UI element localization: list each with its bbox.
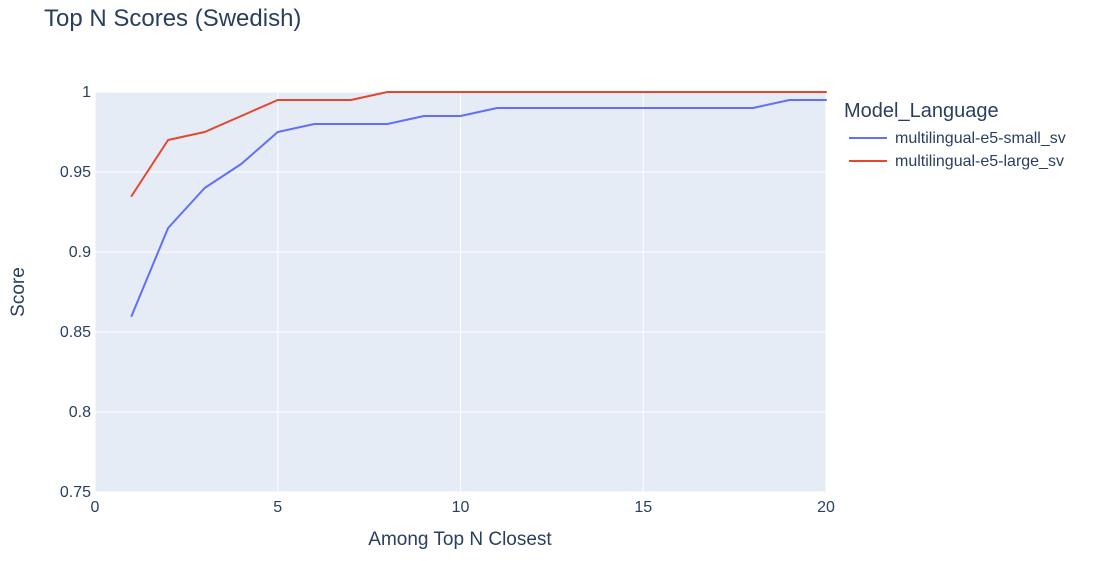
legend-item[interactable]: multilingual-e5-small_sv — [849, 130, 1066, 147]
x-tick-label: 10 — [452, 499, 470, 516]
legend-title: Model_Language — [844, 100, 999, 122]
series-line-1[interactable] — [130, 91, 827, 197]
y-axis-ticks: 0.75 0.8 0.85 0.9 0.95 1 — [60, 84, 91, 501]
y-tick-label: 0.8 — [69, 404, 91, 421]
y-axis-title: Score — [8, 267, 29, 317]
x-tick-label: 15 — [634, 499, 652, 516]
y-tick-label: 0.9 — [69, 244, 91, 261]
x-tick-label: 20 — [817, 499, 835, 516]
x-tick-label: 0 — [91, 499, 100, 516]
legend-label: multilingual-e5-large_sv — [895, 153, 1064, 170]
y-tick-label: 0.95 — [60, 164, 91, 181]
x-axis-ticks: 0 5 10 15 20 — [91, 499, 835, 516]
legend-label: multilingual-e5-small_sv — [895, 130, 1066, 147]
x-tick-label: 5 — [273, 499, 282, 516]
legend-item[interactable]: multilingual-e5-large_sv — [849, 153, 1064, 170]
series-line-0[interactable] — [130, 99, 827, 317]
x-axis-title: Among Top N Closest — [368, 529, 552, 550]
chart-title: Top N Scores (Swedish) — [44, 5, 301, 32]
y-tick-label: 0.85 — [60, 324, 91, 341]
y-tick-label: 1 — [82, 84, 91, 101]
y-tick-label: 0.75 — [60, 484, 91, 501]
legend[interactable]: Model_Language multilingual-e5-small_svm… — [844, 100, 1066, 170]
series-lines — [130, 91, 827, 317]
